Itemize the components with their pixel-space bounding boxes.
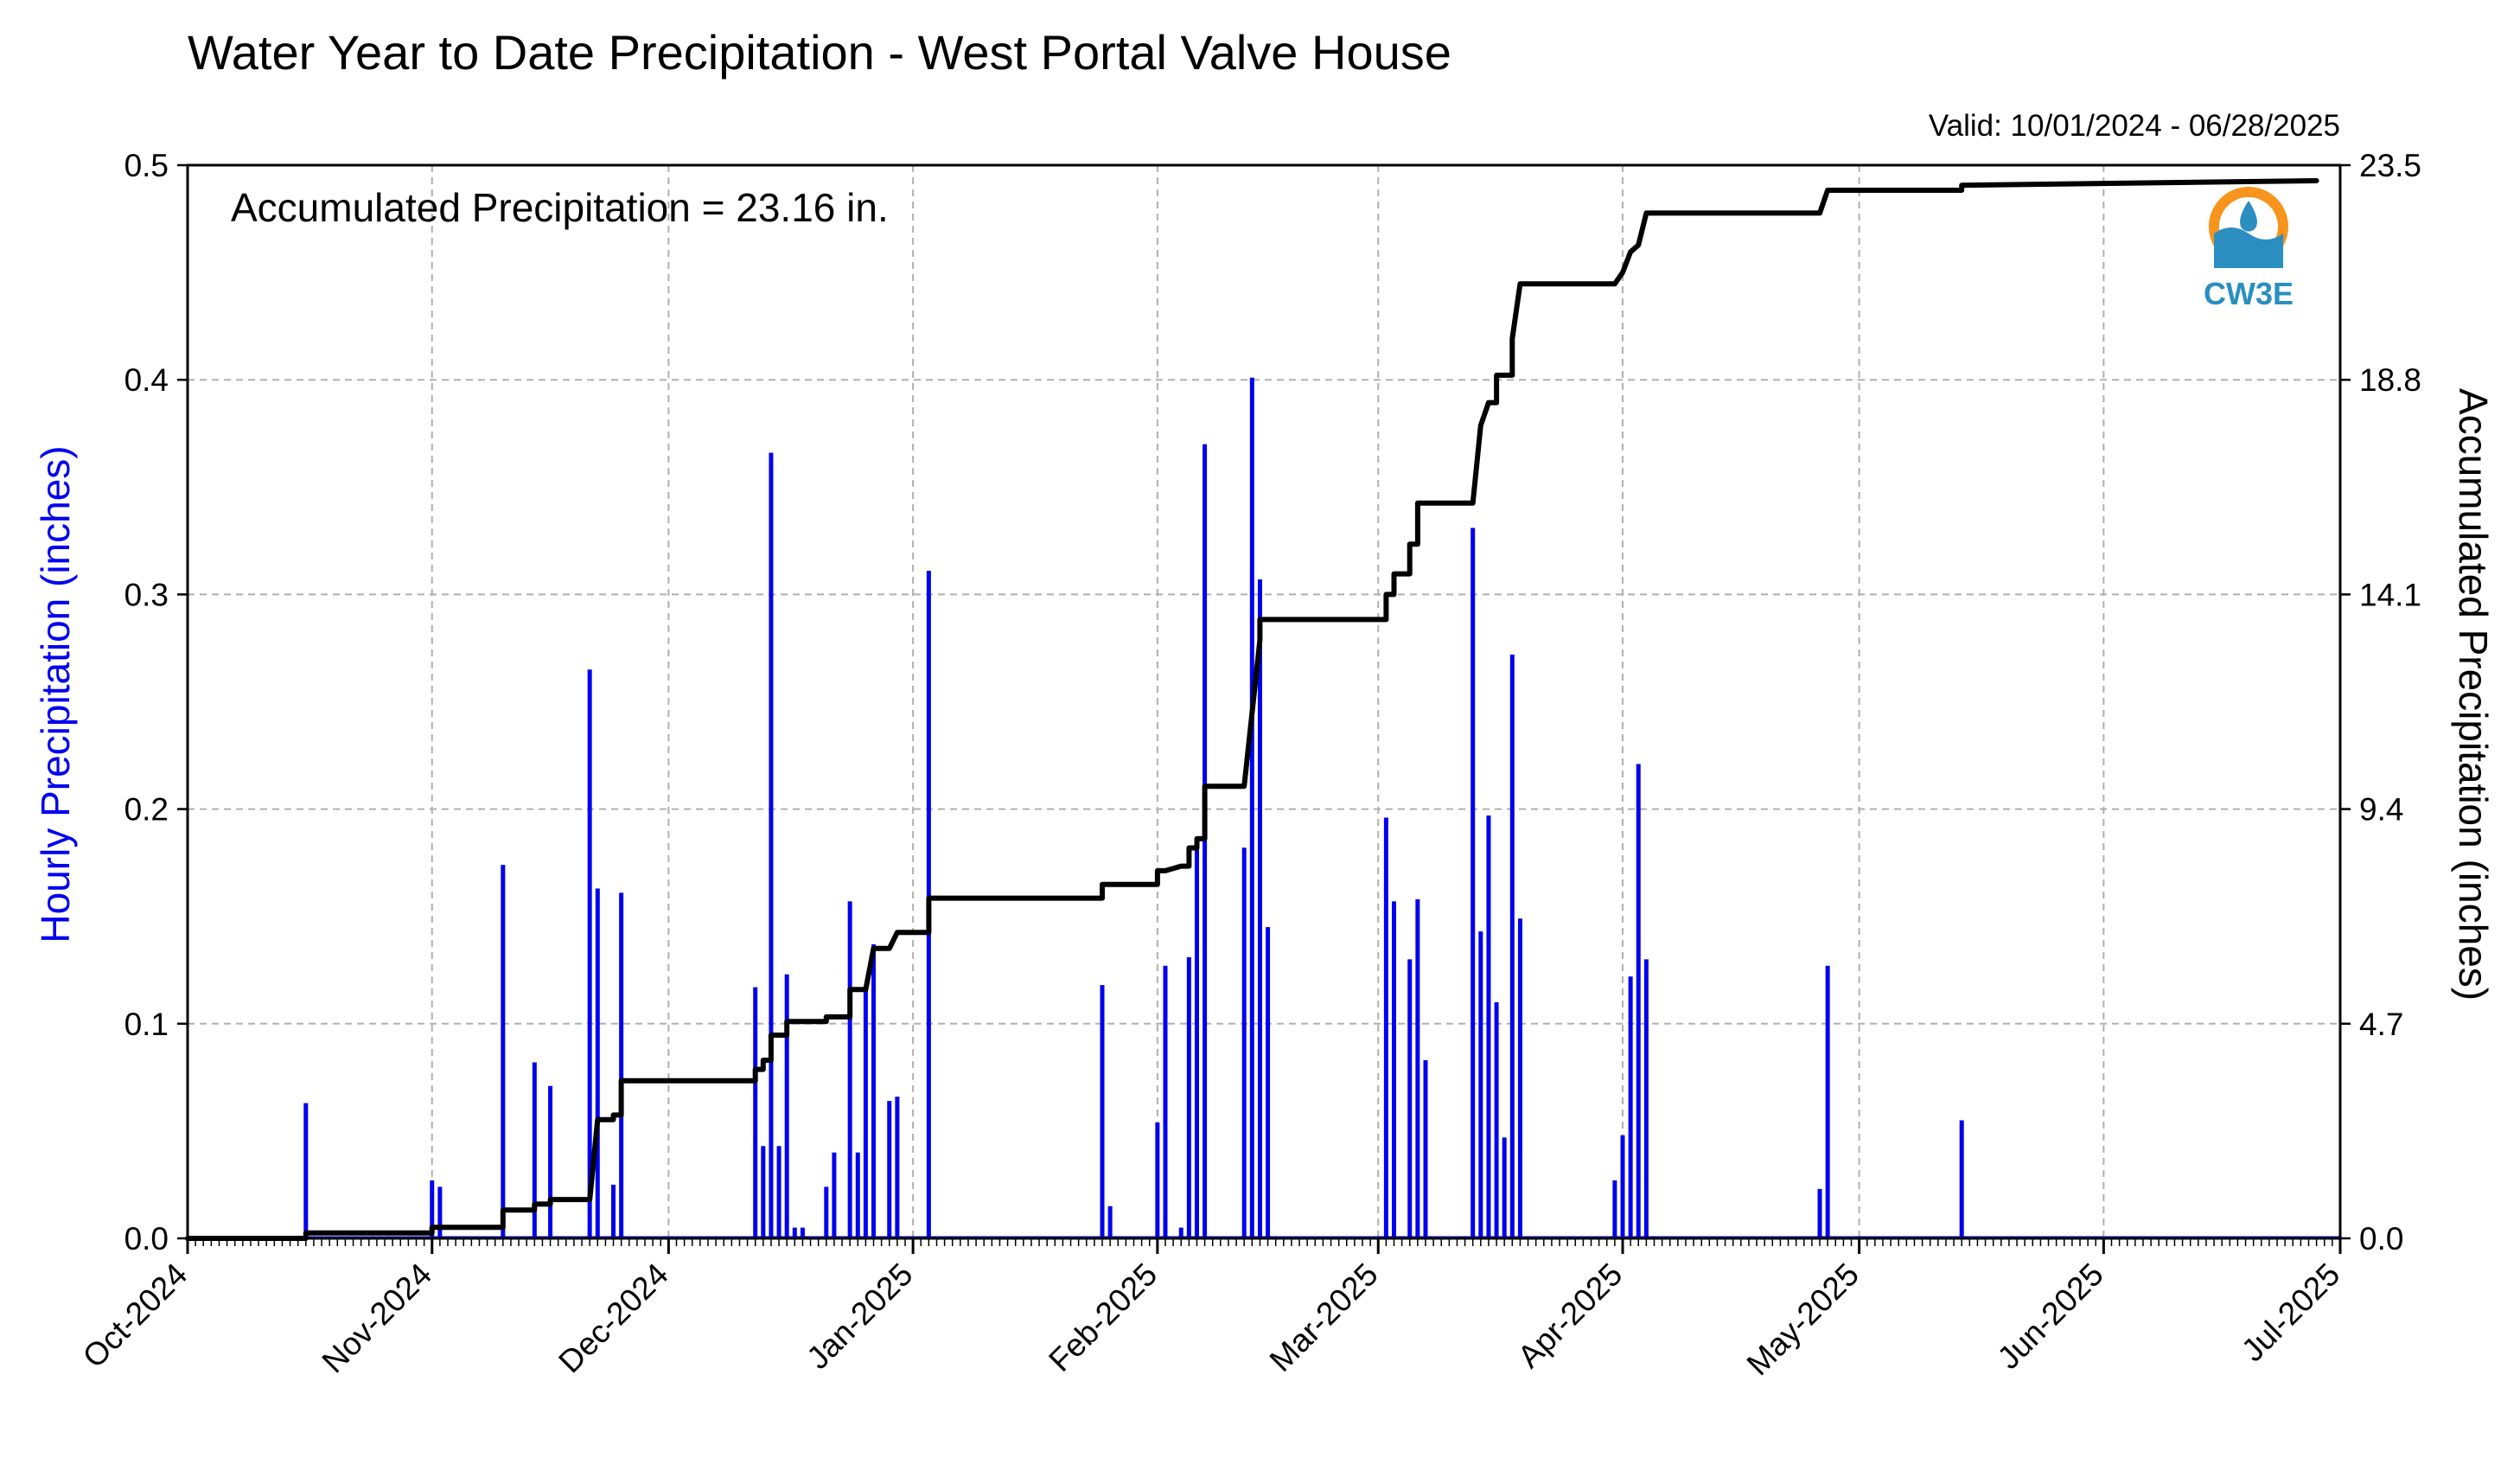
y-tick-label-right: 4.7 bbox=[2359, 1007, 2403, 1042]
hourly-bar bbox=[1266, 927, 1271, 1238]
hourly-bar bbox=[1407, 959, 1413, 1238]
x-tick-label: Feb-2025 bbox=[1042, 1257, 1164, 1378]
hourly-bar bbox=[792, 1227, 797, 1238]
hourly-bar bbox=[832, 1152, 837, 1238]
hourly-bar bbox=[437, 1186, 443, 1238]
y-tick-label-left: 0.2 bbox=[124, 792, 169, 828]
hourly-bar bbox=[769, 452, 774, 1238]
hourly-bar bbox=[619, 892, 624, 1238]
hourly-bar bbox=[847, 901, 852, 1238]
hourly-bar bbox=[595, 888, 600, 1238]
hourly-bar bbox=[1423, 1059, 1428, 1238]
hourly-bar bbox=[1478, 931, 1483, 1238]
hourly-bar bbox=[1257, 579, 1262, 1238]
hourly-bar bbox=[587, 669, 592, 1238]
hourly-bar bbox=[1163, 965, 1168, 1238]
plot-frame bbox=[186, 163, 2342, 1240]
hourly-bar bbox=[1636, 764, 1641, 1238]
y-tick-label-right: 18.8 bbox=[2359, 362, 2421, 398]
hourly-bar bbox=[430, 1180, 435, 1238]
hourly-bar bbox=[501, 865, 506, 1238]
hourly-bar bbox=[776, 1146, 782, 1238]
hourly-bar bbox=[1643, 959, 1649, 1238]
hourly-bar bbox=[1502, 1137, 1507, 1238]
hourly-bar bbox=[1383, 817, 1388, 1238]
y-tick-label-right: 23.5 bbox=[2359, 148, 2421, 183]
hourly-bar bbox=[1249, 377, 1254, 1238]
hourly-bar bbox=[1612, 1180, 1617, 1238]
hourly-bar bbox=[1155, 1122, 1160, 1238]
hourly-bar bbox=[895, 1097, 900, 1238]
hourly-bars bbox=[188, 377, 2340, 1238]
accumulated-line bbox=[185, 178, 2319, 1241]
hourly-bar bbox=[753, 987, 758, 1238]
x-tick-label: Dec-2024 bbox=[552, 1257, 674, 1379]
cw3e-logo: CW3E bbox=[2204, 187, 2294, 311]
hourly-bar bbox=[1415, 898, 1420, 1238]
hourly-bar bbox=[1471, 528, 1476, 1238]
hourly-bar bbox=[1620, 1135, 1625, 1238]
chart-title: Water Year to Date Precipitation - West … bbox=[188, 25, 1451, 80]
y-axis-right-label: Accumulated Precipitation (inches) bbox=[2451, 388, 2496, 1001]
y-tick-label-left: 0.3 bbox=[124, 577, 169, 612]
hourly-bar bbox=[548, 1085, 553, 1238]
logo-text: CW3E bbox=[2204, 276, 2294, 311]
hourly-bar bbox=[1509, 654, 1515, 1238]
hourly-bar bbox=[1486, 815, 1491, 1238]
y-tick-label-right: 0.0 bbox=[2359, 1221, 2403, 1257]
hourly-bar bbox=[1186, 956, 1191, 1238]
hourly-bar bbox=[303, 1103, 309, 1238]
hourly-bar bbox=[1107, 1205, 1113, 1238]
hourly-bar bbox=[800, 1227, 805, 1238]
hourly-bar bbox=[863, 987, 868, 1238]
hourly-bar bbox=[1241, 847, 1247, 1238]
hourly-bar bbox=[1517, 918, 1522, 1238]
hourly-bar bbox=[1100, 985, 1105, 1238]
chart-subtitle: Valid: 10/01/2024 - 06/28/2025 bbox=[1929, 109, 2340, 143]
y-tick-label-left: 0.4 bbox=[124, 362, 169, 398]
y-tick-label-right: 9.4 bbox=[2359, 792, 2403, 828]
hourly-bar bbox=[761, 1146, 766, 1238]
hourly-bar bbox=[871, 943, 877, 1238]
hourly-bar bbox=[887, 1101, 892, 1238]
y-tick-label-right: 14.1 bbox=[2359, 577, 2421, 612]
logo-drop-icon bbox=[2240, 201, 2257, 232]
hourly-bar bbox=[1494, 1001, 1499, 1238]
hourly-bar bbox=[1178, 1227, 1183, 1238]
hourly-bar bbox=[1959, 1120, 1964, 1238]
y-tick-label-left: 0.1 bbox=[124, 1007, 169, 1042]
hourly-bar bbox=[1391, 901, 1396, 1238]
hourly-bar bbox=[855, 1152, 860, 1238]
grid-layer bbox=[188, 165, 2340, 1238]
y-tick-label-left: 0.0 bbox=[124, 1221, 169, 1257]
y-axis-left-label: Hourly Precipitation (inches) bbox=[33, 445, 78, 943]
accumulated-line-layer bbox=[185, 178, 2319, 1241]
hourly-bar bbox=[1628, 976, 1633, 1238]
x-tick-label: Jan-2025 bbox=[800, 1257, 919, 1376]
hourly-bar bbox=[784, 974, 789, 1238]
x-tick-label: Mar-2025 bbox=[1263, 1257, 1385, 1378]
x-tick-label: Apr-2025 bbox=[1511, 1257, 1630, 1375]
x-tick-label: Jun-2025 bbox=[1991, 1257, 2110, 1376]
hourly-bar bbox=[532, 1062, 537, 1238]
hourly-bar bbox=[1817, 1188, 1822, 1238]
hourly-bar bbox=[1825, 965, 1830, 1238]
x-tick-label: Nov-2024 bbox=[316, 1257, 438, 1379]
x-tick-label: Jul-2025 bbox=[2235, 1257, 2346, 1368]
x-tick-label: Oct-2024 bbox=[76, 1257, 195, 1375]
hourly-bar bbox=[1194, 841, 1199, 1238]
hourly-bar bbox=[611, 1184, 616, 1238]
hourly-bar bbox=[824, 1186, 829, 1238]
x-tick-label: May-2025 bbox=[1740, 1257, 1866, 1382]
y-tick-label-left: 0.5 bbox=[124, 148, 169, 183]
logo-wave-icon bbox=[2214, 227, 2283, 268]
accumulated-annotation: Accumulated Precipitation = 23.16 in. bbox=[231, 185, 889, 230]
